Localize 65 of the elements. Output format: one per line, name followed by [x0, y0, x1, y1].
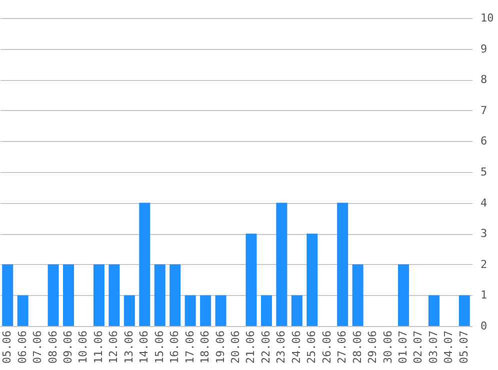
y-tick-label: 9 — [480, 42, 488, 56]
bar — [154, 264, 166, 326]
bar — [139, 202, 150, 326]
y-tick-label: 0 — [480, 320, 488, 332]
x-tick-label: 15.06 — [152, 330, 166, 364]
y-tick-label: 10 — [480, 12, 494, 24]
x-tick-label: 03.07 — [426, 330, 440, 364]
bar — [184, 295, 196, 326]
bar — [428, 295, 440, 326]
bar — [291, 295, 302, 326]
bar — [398, 264, 409, 326]
x-tick-label: 04.07 — [442, 330, 456, 364]
y-tick-label: 4 — [480, 196, 488, 210]
bar — [352, 264, 364, 326]
bar — [108, 264, 120, 326]
x-tick-label: 08.06 — [46, 330, 60, 364]
x-tick-label: 07.06 — [31, 330, 44, 364]
bar — [2, 264, 14, 326]
x-tick-label: 30.06 — [381, 330, 394, 364]
bar — [458, 295, 470, 326]
y-tick-label: 6 — [480, 134, 488, 148]
x-tick-label: 14.06 — [138, 330, 151, 364]
x-tick-label: 26.06 — [320, 330, 334, 364]
x-tick-label: 27.06 — [336, 330, 349, 364]
bar — [200, 295, 212, 326]
x-tick-label: 19.06 — [214, 330, 227, 364]
bar — [170, 264, 181, 326]
x-tick-label: 10.06 — [76, 330, 90, 364]
x-tick-label: 05.06 — [0, 330, 14, 364]
x-tick-label: 28.06 — [350, 330, 364, 364]
bar — [276, 202, 288, 326]
y-tick-label: 1 — [480, 288, 488, 302]
y-tick-label: 3 — [480, 227, 488, 240]
x-tick-label: 24.06 — [290, 330, 303, 364]
bar — [306, 234, 318, 326]
bar — [260, 295, 272, 326]
x-tick-label: 01.07 — [396, 330, 410, 364]
x-tick-label: 20.06 — [229, 330, 242, 364]
x-tick-label: 22.06 — [259, 330, 272, 364]
y-tick-label: 2 — [480, 258, 488, 271]
x-tick-label: 17.06 — [183, 330, 196, 364]
x-tick-label: 16.06 — [168, 330, 182, 364]
x-tick-label: 09.06 — [62, 330, 75, 364]
bar — [63, 264, 74, 326]
x-tick-label: 25.06 — [305, 330, 318, 364]
bar — [215, 295, 226, 326]
x-tick-label: 05.07 — [457, 330, 470, 364]
bar — [337, 202, 348, 326]
x-tick-label: 29.06 — [366, 330, 380, 364]
bar — [246, 234, 257, 326]
y-tick-label: 5 — [480, 166, 488, 178]
x-tick-label: 11.06 — [92, 330, 105, 364]
bar — [48, 264, 59, 326]
x-tick-label: 23.06 — [274, 330, 288, 364]
bar — [124, 295, 135, 326]
bar — [17, 295, 28, 326]
y-tick-label: 7 — [480, 104, 488, 117]
x-tick-label: 06.06 — [16, 330, 29, 364]
x-tick-label: 02.07 — [412, 330, 425, 364]
x-tick-label: 18.06 — [198, 330, 212, 364]
bar — [93, 264, 104, 326]
y-tick-label: 8 — [480, 73, 488, 86]
x-tick-label: 12.06 — [107, 330, 120, 364]
x-tick-label: 21.06 — [244, 330, 258, 364]
x-tick-label: 13.06 — [122, 330, 136, 364]
